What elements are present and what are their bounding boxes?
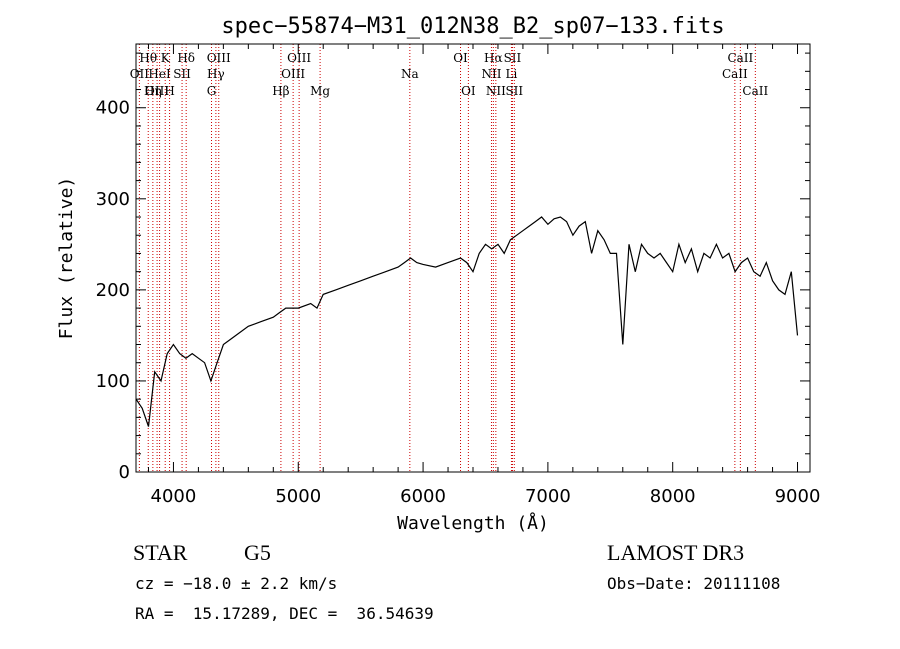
marker-label-9: OIII [207,51,231,65]
spectrum-line [135,216,799,427]
marker-label-21: NII [486,84,506,98]
x-tick-label-7000: 7000 [525,486,571,507]
marker-label-7: H [164,84,174,98]
x-tick-label-6000: 6000 [400,486,446,507]
x-tick-label-5000: 5000 [275,486,321,507]
marker-label-12: Hβ [272,84,289,98]
marker-label-20: NII [481,67,501,81]
x-tick-label-9000: 9000 [775,486,821,507]
marker-label-22: SII [504,51,522,65]
marker-label-14: OIII [281,67,305,81]
marker-label-23: Li [506,67,518,81]
y-tick-label-100: 100 [96,371,130,392]
marker-label-18: OI [461,84,476,98]
marker-label-10: Hγ [207,67,225,81]
marker-label-27: CaII [742,84,768,98]
marker-label-11: G [207,84,217,98]
x-tick-label-4000: 4000 [151,486,197,507]
y-tick-label-200: 200 [96,280,130,301]
plot-frame [135,43,811,473]
marker-label-13: OIII [287,51,311,65]
x-tick-label-8000: 8000 [650,486,696,507]
chart-title: spec−55874−M31_012N38_B2_sp07−133.fits [221,14,724,39]
marker-label-19: Hα [484,51,503,65]
marker-label-8: Hδ [177,51,195,65]
y-tick-label-300: 300 [96,189,130,210]
marker-label-3: K [161,51,171,65]
marker-label-15: Mg [310,84,330,98]
marker-label-6: SII [173,67,191,81]
object-class: STAR [133,540,188,565]
sky-coordinates: RA = 15.17289, DEC = 36.54639 [135,604,434,623]
y-tick-label-400: 400 [96,98,130,119]
marker-label-4: HeI [148,67,171,81]
x-axis-label: Wavelength (Å) [397,512,549,534]
marker-label-26: CaII [722,67,748,81]
marker-label-0: Hθ [139,51,157,65]
y-tick-label-0: 0 [119,462,130,483]
marker-label-2: OIII [145,84,169,98]
survey-release: LAMOST DR3 [607,540,745,565]
marker-label-24: SII [505,84,523,98]
observation-date: Obs−Date: 20111108 [607,574,781,593]
y-axis-label: Flux (relative) [56,177,77,340]
marker-label-1: OII [130,67,150,81]
marker-label-5: Hη [144,84,162,98]
marker-label-17: OI [453,51,468,65]
marker-label-25: CaII [727,51,753,65]
object-subclass: G5 [244,540,271,565]
redshift-velocity: cz = −18.0 ± 2.2 km/s [135,574,338,593]
marker-label-16: Na [401,67,419,81]
